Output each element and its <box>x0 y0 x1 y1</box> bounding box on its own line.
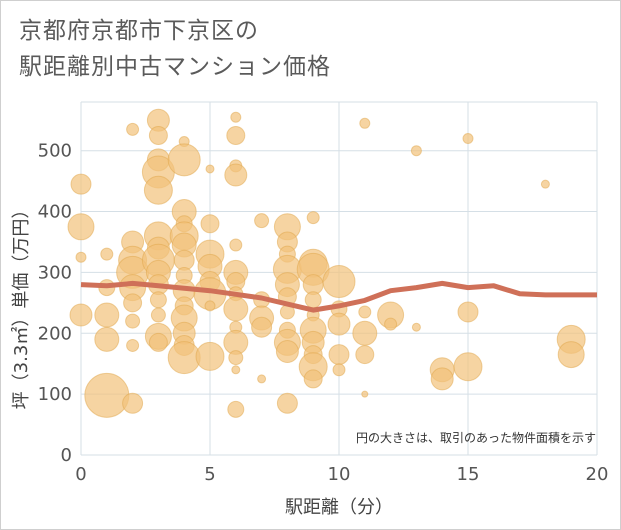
bubble-point <box>276 392 298 414</box>
bubble-point <box>332 363 346 377</box>
bubble-point <box>228 350 244 366</box>
bubble-point <box>205 164 215 174</box>
bubble-point <box>100 247 114 261</box>
bubble-point <box>94 326 120 352</box>
bubble-point <box>94 302 120 328</box>
x-tick-label: 20 <box>586 464 609 485</box>
bubble-series <box>67 108 586 418</box>
trend-line <box>80 280 597 313</box>
bubble-point <box>306 211 320 225</box>
bubble-point <box>410 145 422 157</box>
y-axis-label: 坪（3.3㎡）単価（万円） <box>10 201 32 410</box>
bubble-point <box>361 390 369 398</box>
bubble-point <box>352 320 378 346</box>
bubble-point <box>167 143 201 177</box>
bubble-point <box>148 125 168 145</box>
bubble-point <box>122 392 144 414</box>
bubble-point <box>204 300 216 312</box>
y-tick-label: 500 <box>38 141 72 162</box>
x-tick-labels: 0 5 10 15 20 <box>75 464 608 485</box>
bubble-point <box>453 352 483 382</box>
bubble-point <box>358 305 372 319</box>
bubble-point <box>195 341 225 371</box>
bubble-point <box>411 322 421 332</box>
bubble-point <box>224 163 248 187</box>
bubble-point <box>69 303 93 327</box>
x-tick-label: 0 <box>75 464 86 485</box>
y-tick-labels: 0 100 200 300 400 500 <box>38 141 72 466</box>
y-tick-label: 200 <box>38 323 72 344</box>
bubble-point <box>304 291 322 309</box>
bubble-point <box>84 372 130 418</box>
bubble-point <box>251 316 273 338</box>
bubble-point <box>150 307 166 323</box>
bubble-point <box>254 213 270 229</box>
bubble-point <box>229 238 243 252</box>
bubble-point <box>257 374 267 384</box>
bubble-point <box>327 312 351 336</box>
x-tick-label: 15 <box>457 464 480 485</box>
bubble-point <box>457 301 479 323</box>
bubble-point <box>75 251 87 263</box>
bubble-point <box>70 173 92 195</box>
bubble-point <box>384 317 398 331</box>
bubble-point <box>462 133 474 145</box>
bubble-point <box>223 296 249 322</box>
x-axis-label: 駅距離（分） <box>285 497 393 518</box>
x-tick-label: 5 <box>204 464 215 485</box>
bubble-point <box>67 213 95 241</box>
bubble-point <box>148 332 168 352</box>
x-tick-label: 10 <box>328 464 351 485</box>
bubble-point <box>355 345 375 365</box>
bubble-point <box>322 265 356 299</box>
chart-title-line2: 駅距離別中古マンション価格 <box>19 54 331 80</box>
bubble-point <box>226 125 246 145</box>
y-tick-label: 400 <box>38 202 72 223</box>
bubble-point <box>303 369 323 389</box>
bubble-point <box>430 367 454 391</box>
bubble-point <box>149 291 167 309</box>
bubble-point <box>167 341 201 375</box>
bubble-point <box>123 293 143 313</box>
bubble-point <box>125 313 141 329</box>
y-tick-label: 100 <box>38 384 72 405</box>
y-tick-label: 300 <box>38 262 72 283</box>
bubble-point <box>540 179 550 189</box>
bubble-point <box>227 400 245 418</box>
bubble-point <box>230 111 242 123</box>
bubble-point <box>275 340 299 364</box>
bubble-point <box>231 365 241 375</box>
bubble-point <box>359 117 371 129</box>
bubble-point <box>126 338 140 352</box>
bubble-point <box>557 341 585 369</box>
bubble-point <box>200 214 220 234</box>
y-tick-label: 0 <box>61 445 72 466</box>
chart-title: 京都府京都市下京区の 駅距離別中古マンション価格 <box>19 13 331 85</box>
chart-title-line1: 京都府京都市下京区の <box>19 18 259 44</box>
bubble-point <box>143 175 173 205</box>
bubble-point <box>126 122 140 136</box>
chart-annotation: 円の大きさは、取引のあった物件面積を示す <box>356 430 596 445</box>
bubble-point <box>328 344 350 366</box>
